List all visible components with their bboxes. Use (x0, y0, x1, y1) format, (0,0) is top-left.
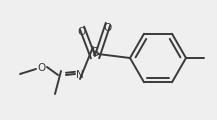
Text: S: S (91, 45, 99, 59)
Text: O: O (38, 63, 46, 73)
Text: O: O (104, 23, 112, 33)
Text: N: N (76, 70, 84, 80)
Text: O: O (78, 27, 86, 37)
